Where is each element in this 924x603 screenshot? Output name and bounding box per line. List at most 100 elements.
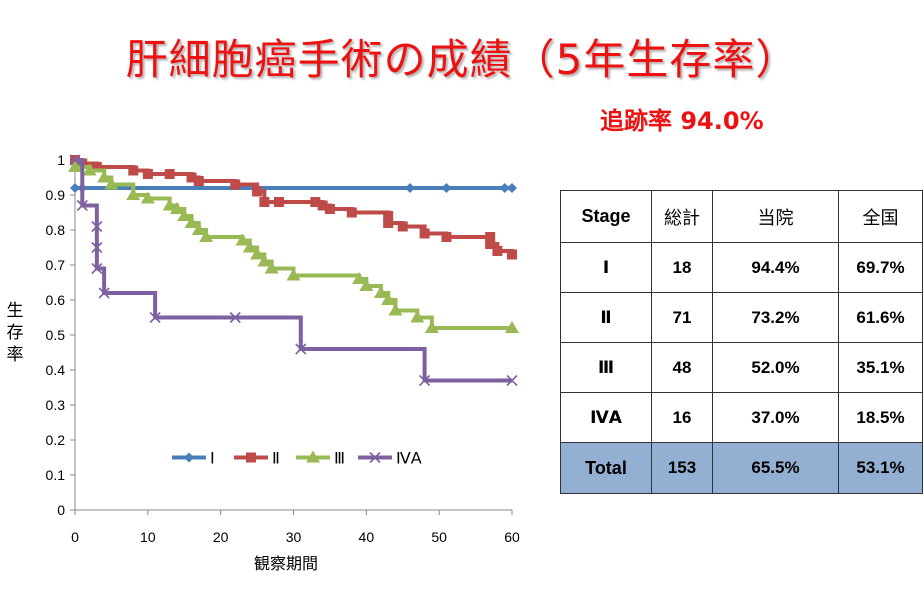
y-tick-label: 0.8 [46, 222, 66, 238]
x-tick-label: 60 [504, 529, 520, 545]
header-stage: Stage [560, 190, 652, 243]
page-title: 肝細胞癌手術の成績（5年生存率） [125, 35, 799, 84]
table-header-row: Stage 総計 当院 全国 [560, 190, 923, 243]
header-hospital: 当院 [712, 190, 839, 243]
survival-chart: 00.10.20.30.40.50.60.70.80.910 10 20 30 40 50… [46, 152, 520, 545]
cell-stage: Ⅱ [560, 292, 652, 343]
data-point [91, 220, 103, 233]
data-point [142, 169, 153, 179]
cell-national: 35.1% [838, 342, 923, 393]
y-tick-label: 0 [57, 502, 65, 518]
cell-stage: Ⅰ [560, 242, 652, 293]
data-point [242, 240, 257, 253]
data-point [199, 230, 214, 242]
table-row: Ⅲ 48 52.0% 35.1% [560, 342, 923, 393]
cell-hospital: 94.4% [712, 242, 839, 293]
cell-total: 71 [651, 292, 713, 343]
legend-label: Ⅱ [272, 449, 280, 468]
data-point [485, 232, 496, 242]
cell-total: 153 [651, 442, 713, 494]
data-point [82, 163, 97, 176]
x-tick-label: 10 [140, 529, 156, 545]
data-point [91, 241, 103, 254]
data-point [191, 223, 206, 235]
data-point [419, 374, 431, 387]
data-point [381, 293, 396, 305]
data-point [295, 343, 307, 355]
legend-marker [369, 451, 381, 464]
data-point [230, 179, 241, 190]
data-point [346, 207, 357, 218]
legend-marker [246, 452, 256, 463]
legend-marker [184, 452, 194, 463]
cell-total: 48 [651, 342, 713, 393]
data-point [126, 188, 141, 200]
cell-stage: Total [560, 442, 652, 494]
cell-national: 69.7% [838, 242, 923, 293]
data-point [373, 286, 388, 298]
data-point [352, 272, 367, 284]
data-point [104, 177, 119, 190]
y-axis-label: 生存率 [6, 301, 24, 365]
header-national: 全国 [838, 190, 923, 243]
cell-total: 18 [651, 242, 713, 293]
y-tick-label: 0.2 [46, 432, 66, 448]
y-tick-label: 0.9 [46, 187, 66, 203]
data-point [410, 310, 425, 323]
x-tick-label: 0 [71, 529, 79, 545]
data-point [383, 218, 394, 228]
followup-rate: 追跡率 94.0% [600, 107, 764, 135]
table-row: Ⅱ 71 73.2% 61.6% [560, 292, 923, 343]
data-point [317, 200, 328, 211]
data-point [424, 321, 439, 333]
cell-hospital: 37.0% [712, 392, 839, 443]
cell-national: 53.1% [838, 442, 923, 494]
cell-hospital: 73.2% [712, 292, 839, 343]
y-tick-label: 1 [57, 152, 65, 168]
data-point [485, 239, 496, 249]
data-point [388, 303, 403, 316]
data-point [492, 246, 503, 256]
table-total-row: Total 153 65.5% 53.1% [560, 442, 923, 494]
legend-label: Ⅰ [210, 449, 215, 468]
x-tick-label: 20 [213, 529, 229, 545]
data-point [140, 191, 155, 204]
y-tick-label: 0.6 [46, 292, 66, 308]
x-tick-label: 50 [431, 529, 447, 545]
data-point [324, 204, 335, 214]
y-tick-label: 0.1 [46, 467, 66, 483]
y-tick-label: 0.3 [46, 397, 66, 413]
data-point [257, 254, 272, 267]
data-point [397, 221, 408, 232]
data-point [250, 247, 265, 260]
legend-marker [306, 450, 320, 463]
x-tick-label: 30 [286, 529, 302, 545]
data-point [405, 183, 416, 193]
table-row: Ⅰ 18 94.4% 69.7% [560, 242, 923, 293]
header-total: 総計 [651, 190, 713, 243]
data-point [69, 154, 81, 166]
cell-national: 18.5% [838, 392, 923, 443]
data-point [177, 209, 192, 221]
data-point [383, 211, 394, 221]
x-axis-label: 観察期間 [254, 554, 319, 573]
data-point [441, 183, 452, 193]
cell-stage: ⅣA [560, 392, 652, 443]
data-point [91, 162, 102, 172]
data-point [273, 197, 284, 207]
data-point [507, 249, 517, 260]
y-tick-label: 0.5 [46, 327, 66, 343]
data-point [507, 183, 517, 193]
data-point [359, 279, 374, 291]
cell-total: 16 [651, 392, 713, 443]
data-point [310, 197, 321, 207]
cell-hospital: 52.0% [712, 342, 839, 393]
data-point [70, 183, 80, 193]
data-point [162, 198, 177, 211]
data-point [235, 233, 250, 246]
data-point [128, 165, 139, 176]
data-point [68, 160, 82, 172]
data-point [184, 216, 199, 228]
y-tick-label: 0.4 [46, 362, 66, 378]
data-point [229, 311, 241, 324]
